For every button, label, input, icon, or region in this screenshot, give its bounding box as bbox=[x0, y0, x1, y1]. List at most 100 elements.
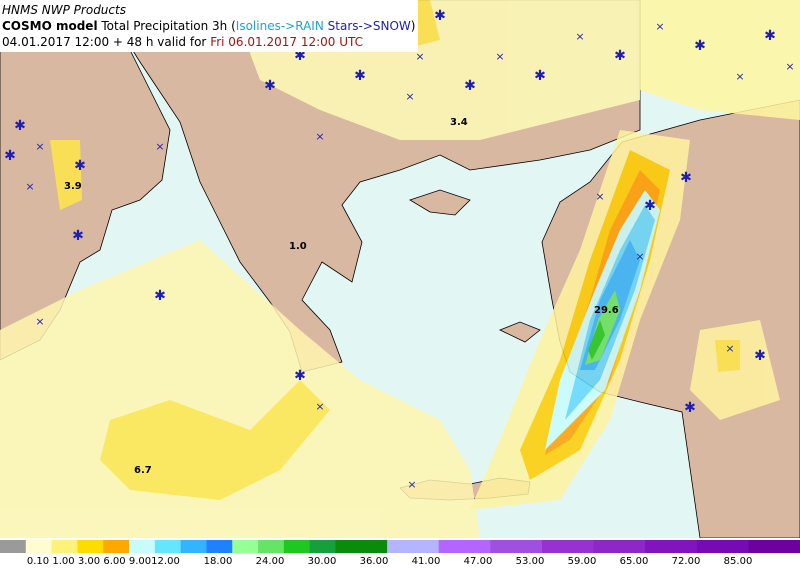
colorbar-swatch bbox=[567, 540, 595, 553]
colorbar-swatch bbox=[490, 540, 517, 553]
colorbar-label: 72.00 bbox=[672, 556, 701, 567]
colorbar-label: 6.00 bbox=[103, 556, 125, 567]
colorbar-label: 59.00 bbox=[568, 556, 597, 567]
run-time: 04.01.2017 12:00 + 48 h valid for bbox=[2, 35, 206, 49]
snow-markers: ✱×✱×✱×✱×✱×✱×✱×✱×✱×✱×✱×✱×✱×✱×✱×✱×✱×✱×✱ bbox=[4, 8, 794, 491]
marker: ✱ bbox=[534, 68, 546, 84]
colorbar-swatch bbox=[387, 540, 414, 553]
map-label: 1.0 bbox=[289, 241, 307, 252]
marker: × bbox=[405, 90, 414, 103]
marker: × bbox=[495, 50, 504, 63]
marker: ✱ bbox=[684, 400, 696, 416]
marker: ✱ bbox=[4, 148, 16, 164]
colorbar-label: 47.00 bbox=[464, 556, 493, 567]
valid-time: Fri 06.01.2017 12:00 UTC bbox=[210, 35, 363, 49]
map-label: 6.7 bbox=[134, 465, 152, 476]
marker: ✱ bbox=[680, 170, 692, 186]
colorbar-swatch bbox=[361, 540, 388, 553]
marker: × bbox=[315, 130, 324, 143]
run-line: 04.01.2017 12:00 + 48 h valid for Fri 06… bbox=[2, 35, 363, 49]
marker: × bbox=[655, 20, 664, 33]
marker: × bbox=[315, 400, 324, 413]
marker: × bbox=[635, 250, 644, 263]
marker: ✱ bbox=[154, 288, 166, 304]
map-label: 3.4 bbox=[450, 117, 468, 128]
colorbar-swatch bbox=[593, 540, 620, 553]
marker: ✱ bbox=[464, 78, 476, 94]
colorbar-label: 3.00 bbox=[78, 556, 100, 567]
colorbar-swatch bbox=[51, 540, 78, 553]
marker: ✱ bbox=[14, 118, 26, 134]
colorbar-label: 1.00 bbox=[52, 556, 74, 567]
colorbar-swatch bbox=[309, 540, 336, 553]
marker: × bbox=[725, 342, 734, 355]
marker: × bbox=[35, 315, 44, 328]
marker: × bbox=[735, 70, 744, 83]
colorbar-swatch bbox=[103, 540, 130, 553]
marker: × bbox=[155, 140, 164, 153]
marker: ✱ bbox=[74, 158, 86, 174]
colorbar-swatch bbox=[748, 540, 775, 553]
colorbar-label: 65.00 bbox=[620, 556, 649, 567]
marker: ✱ bbox=[764, 28, 776, 44]
marker: × bbox=[35, 140, 44, 153]
colorbar-label: 41.00 bbox=[412, 556, 441, 567]
colorbar-label: 9.00 bbox=[129, 556, 151, 567]
colorbar-swatch bbox=[541, 540, 569, 553]
colorbar-swatch bbox=[129, 540, 156, 553]
colorbar-swatch bbox=[206, 540, 233, 553]
marker: ✱ bbox=[264, 78, 276, 94]
colorbar: 0.10 1.00 3.00 6.00 9.00 12.00 18.00 24.00 30.00… bbox=[0, 538, 800, 568]
colorbar-swatch bbox=[516, 540, 543, 553]
header-box bbox=[0, 0, 418, 52]
marker: ✱ bbox=[614, 48, 626, 64]
marker: ✱ bbox=[354, 68, 366, 84]
colorbar-swatch bbox=[232, 540, 259, 553]
marker: ✱ bbox=[294, 48, 306, 64]
colorbar-swatch bbox=[412, 540, 440, 553]
colorbar-label: 36.00 bbox=[360, 556, 389, 567]
colorbar-swatch bbox=[774, 540, 800, 553]
rain-legend: Isolines->RAIN bbox=[236, 19, 324, 33]
marker: × bbox=[575, 30, 584, 43]
marker: ✱ bbox=[434, 8, 446, 24]
paren: ) bbox=[411, 19, 416, 33]
marker: ✱ bbox=[754, 348, 766, 364]
colorbar-label: 30.00 bbox=[308, 556, 337, 567]
colorbar-swatch bbox=[77, 540, 104, 553]
colorbar-swatch bbox=[154, 540, 182, 553]
colorbar-swatch bbox=[645, 540, 672, 553]
colorbar-label: 24.00 bbox=[256, 556, 285, 567]
marker: ✱ bbox=[644, 198, 656, 214]
map-label: 29.6 bbox=[594, 305, 619, 316]
colorbar-swatch bbox=[722, 540, 749, 553]
snow-legend: Stars->SNOW bbox=[328, 19, 411, 33]
colorbar-label: 0.10 bbox=[27, 556, 49, 567]
colorbar-swatch bbox=[258, 540, 285, 553]
colorbar-label: 53.00 bbox=[516, 556, 545, 567]
colorbar-swatch bbox=[283, 540, 311, 553]
colorbar-label: 12.00 bbox=[151, 556, 180, 567]
marker: ✱ bbox=[694, 38, 706, 54]
colorbar-swatch bbox=[180, 540, 207, 553]
model-name: COSMO model bbox=[2, 19, 98, 33]
marker: × bbox=[595, 190, 604, 203]
marker: × bbox=[25, 180, 34, 193]
colorbar-swatch bbox=[696, 540, 724, 553]
colorbar-swatch bbox=[619, 540, 646, 553]
header-line: HNMS NWP Products bbox=[2, 3, 126, 17]
colorbar-label: 18.00 bbox=[204, 556, 233, 567]
product-line: COSMO model Total Precipitation 3h (Isol… bbox=[2, 19, 415, 33]
colorbar-swatch bbox=[464, 540, 491, 553]
product-name: Total Precipitation 3h ( bbox=[100, 19, 235, 33]
colorbar-swatch bbox=[670, 540, 698, 553]
marker: ✱ bbox=[294, 368, 306, 384]
colorbar-swatch bbox=[0, 540, 27, 553]
colorbar-swatch bbox=[335, 540, 362, 553]
colorbar-swatch bbox=[25, 540, 53, 553]
marker: × bbox=[785, 60, 794, 73]
colorbar-swatch bbox=[438, 540, 466, 553]
marker: × bbox=[407, 478, 416, 491]
